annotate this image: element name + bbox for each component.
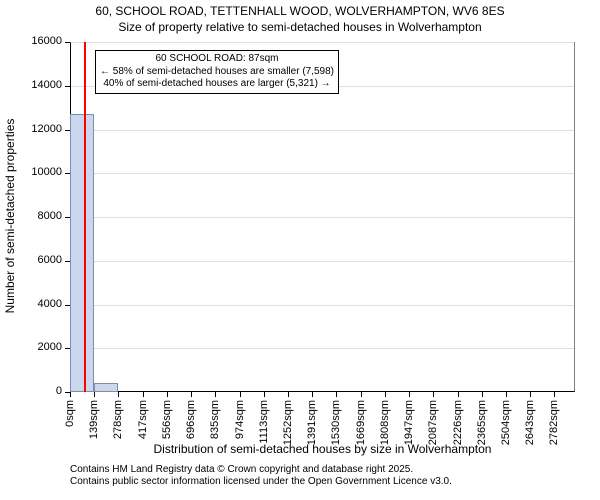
x-tick bbox=[70, 392, 71, 397]
gridline bbox=[71, 42, 574, 43]
y-tick-label: 10000 bbox=[20, 166, 62, 178]
gridline bbox=[71, 217, 574, 218]
x-tick bbox=[554, 392, 555, 397]
x-tick bbox=[433, 392, 434, 397]
x-tick-label: 1252sqm bbox=[282, 400, 294, 460]
y-tick-label: 6000 bbox=[20, 254, 62, 266]
x-tick bbox=[409, 392, 410, 397]
y-tick-label: 2000 bbox=[20, 341, 62, 353]
x-tick bbox=[240, 392, 241, 397]
x-tick bbox=[458, 392, 459, 397]
annotation-line: 40% of semi-detached houses are larger (… bbox=[100, 78, 334, 91]
y-tick bbox=[65, 42, 70, 43]
x-tick-label: 2087sqm bbox=[427, 400, 439, 460]
x-tick-label: 835sqm bbox=[209, 400, 221, 460]
y-tick bbox=[65, 86, 70, 87]
x-tick bbox=[191, 392, 192, 397]
x-tick bbox=[143, 392, 144, 397]
x-tick-label: 2643sqm bbox=[524, 400, 536, 460]
x-tick-label: 278sqm bbox=[112, 400, 124, 460]
x-tick-label: 2365sqm bbox=[476, 400, 488, 460]
x-tick bbox=[482, 392, 483, 397]
chart-title-line2: Size of property relative to semi-detach… bbox=[0, 20, 600, 36]
gridline bbox=[71, 305, 574, 306]
gridline bbox=[71, 173, 574, 174]
y-tick-label: 8000 bbox=[20, 210, 62, 222]
x-tick bbox=[530, 392, 531, 397]
x-tick-label: 696sqm bbox=[185, 400, 197, 460]
y-tick-label: 4000 bbox=[20, 298, 62, 310]
footer-line1: Contains HM Land Registry data © Crown c… bbox=[70, 464, 452, 476]
gridline bbox=[71, 261, 574, 262]
x-tick-label: 1530sqm bbox=[330, 400, 342, 460]
x-tick bbox=[94, 392, 95, 397]
y-tick-label: 0 bbox=[20, 385, 62, 397]
x-tick bbox=[288, 392, 289, 397]
x-tick bbox=[361, 392, 362, 397]
x-tick-label: 417sqm bbox=[137, 400, 149, 460]
chart-title-block: 60, SCHOOL ROAD, TETTENHALL WOOD, WOLVER… bbox=[0, 0, 600, 35]
histogram-bar bbox=[70, 114, 94, 392]
annotation-line: ← 58% of semi-detached houses are smalle… bbox=[100, 66, 334, 79]
annotation-line: 60 SCHOOL ROAD: 87sqm bbox=[100, 53, 334, 66]
x-tick bbox=[312, 392, 313, 397]
x-tick-label: 1391sqm bbox=[306, 400, 318, 460]
gridline bbox=[71, 348, 574, 349]
x-tick-label: 1808sqm bbox=[379, 400, 391, 460]
gridline bbox=[71, 130, 574, 131]
x-tick bbox=[385, 392, 386, 397]
x-tick bbox=[167, 392, 168, 397]
x-tick-label: 2226sqm bbox=[452, 400, 464, 460]
x-tick bbox=[215, 392, 216, 397]
footer-text: Contains HM Land Registry data © Crown c… bbox=[70, 464, 452, 488]
x-tick-label: 1947sqm bbox=[403, 400, 415, 460]
x-tick-label: 2504sqm bbox=[500, 400, 512, 460]
annotation-box: 60 SCHOOL ROAD: 87sqm← 58% of semi-detac… bbox=[95, 50, 339, 94]
y-axis-label: Number of semi-detached properties bbox=[3, 16, 17, 416]
x-tick-label: 1113sqm bbox=[258, 400, 270, 460]
x-tick-label: 0sqm bbox=[64, 400, 76, 460]
y-tick-label: 12000 bbox=[20, 123, 62, 135]
x-tick-label: 556sqm bbox=[161, 400, 173, 460]
x-tick bbox=[336, 392, 337, 397]
chart-container: 60, SCHOOL ROAD, TETTENHALL WOOD, WOLVER… bbox=[0, 0, 600, 500]
chart-title-line1: 60, SCHOOL ROAD, TETTENHALL WOOD, WOLVER… bbox=[0, 4, 600, 20]
x-tick-label: 2782sqm bbox=[548, 400, 560, 460]
x-tick-label: 139sqm bbox=[88, 400, 100, 460]
y-tick-label: 16000 bbox=[20, 35, 62, 47]
x-tick bbox=[264, 392, 265, 397]
property-marker-line bbox=[84, 42, 86, 392]
x-tick-label: 1669sqm bbox=[355, 400, 367, 460]
footer-line2: Contains public sector information licen… bbox=[70, 476, 452, 488]
histogram-bar bbox=[94, 383, 118, 392]
x-tick-label: 974sqm bbox=[234, 400, 246, 460]
x-tick bbox=[506, 392, 507, 397]
y-tick-label: 14000 bbox=[20, 79, 62, 91]
x-tick bbox=[118, 392, 119, 397]
